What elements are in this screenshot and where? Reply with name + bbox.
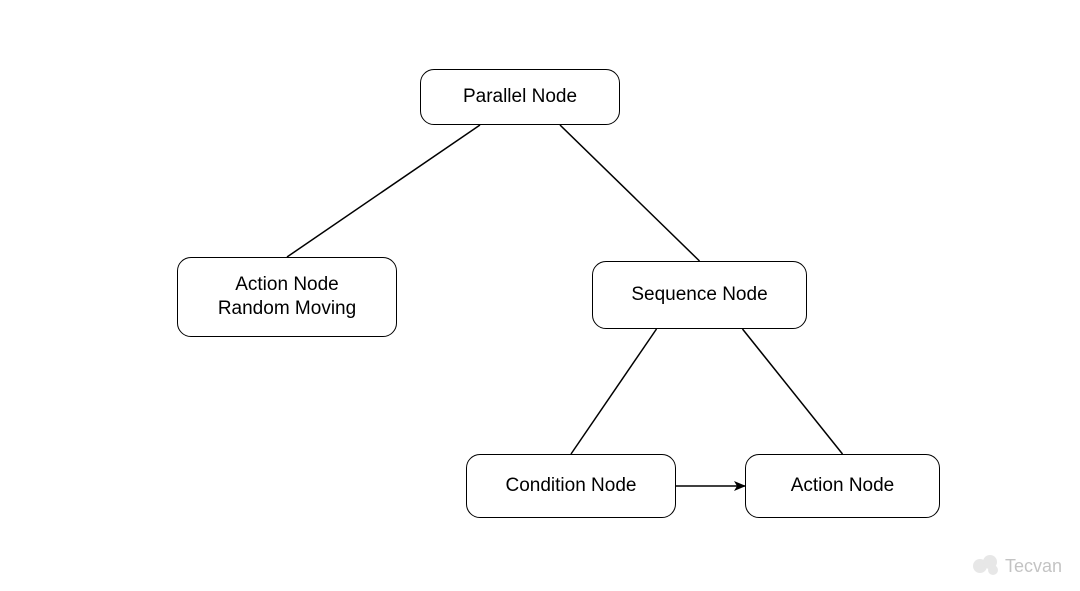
edge-sequence-condition	[571, 329, 657, 454]
node-parallel: Parallel Node	[420, 69, 620, 125]
node-condition: Condition Node	[466, 454, 676, 518]
edge-parallel-action_random	[287, 125, 480, 257]
edge-sequence-action	[743, 329, 843, 454]
node-sequence: Sequence Node	[592, 261, 807, 329]
wechat-icon	[973, 555, 999, 577]
node-action_random: Action NodeRandom Moving	[177, 257, 397, 337]
edge-parallel-sequence	[560, 125, 700, 261]
watermark: Tecvan	[973, 555, 1062, 577]
watermark-text: Tecvan	[1005, 556, 1062, 577]
node-action: Action Node	[745, 454, 940, 518]
